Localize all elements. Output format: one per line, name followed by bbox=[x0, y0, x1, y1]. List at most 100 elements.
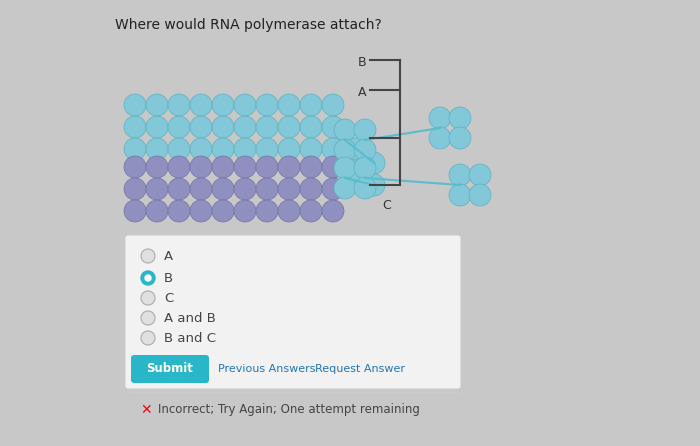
Circle shape bbox=[212, 156, 234, 178]
Circle shape bbox=[278, 94, 300, 116]
Circle shape bbox=[212, 178, 234, 200]
Circle shape bbox=[354, 119, 376, 141]
Circle shape bbox=[354, 139, 376, 161]
Circle shape bbox=[300, 178, 322, 200]
Circle shape bbox=[168, 94, 190, 116]
Text: Incorrect; Try Again; One attempt remaining: Incorrect; Try Again; One attempt remain… bbox=[158, 404, 420, 417]
Circle shape bbox=[278, 156, 300, 178]
Circle shape bbox=[469, 184, 491, 206]
Circle shape bbox=[322, 200, 344, 222]
Text: B: B bbox=[164, 272, 173, 285]
Circle shape bbox=[429, 107, 451, 129]
Circle shape bbox=[146, 178, 168, 200]
Circle shape bbox=[300, 94, 322, 116]
Circle shape bbox=[363, 152, 385, 174]
Circle shape bbox=[469, 164, 491, 186]
Circle shape bbox=[168, 116, 190, 138]
Text: A: A bbox=[164, 249, 173, 263]
Text: ✕: ✕ bbox=[140, 403, 152, 417]
Circle shape bbox=[212, 94, 234, 116]
Circle shape bbox=[234, 94, 256, 116]
Circle shape bbox=[278, 178, 300, 200]
Circle shape bbox=[334, 157, 356, 179]
Text: Submit: Submit bbox=[146, 363, 193, 376]
Text: B: B bbox=[358, 55, 366, 69]
Circle shape bbox=[124, 178, 146, 200]
Circle shape bbox=[334, 139, 356, 161]
Circle shape bbox=[322, 156, 344, 178]
Circle shape bbox=[141, 331, 155, 345]
Circle shape bbox=[449, 164, 471, 186]
Circle shape bbox=[322, 138, 344, 160]
Circle shape bbox=[146, 94, 168, 116]
Circle shape bbox=[234, 116, 256, 138]
Text: C: C bbox=[164, 292, 174, 305]
Text: Previous Answers: Previous Answers bbox=[218, 364, 316, 374]
Text: A and B: A and B bbox=[164, 311, 216, 325]
Circle shape bbox=[278, 200, 300, 222]
Circle shape bbox=[234, 200, 256, 222]
Circle shape bbox=[146, 138, 168, 160]
Circle shape bbox=[322, 178, 344, 200]
Circle shape bbox=[190, 94, 212, 116]
Circle shape bbox=[145, 275, 151, 281]
Circle shape bbox=[449, 127, 471, 149]
Circle shape bbox=[278, 138, 300, 160]
Text: Where would RNA polymerase attach?: Where would RNA polymerase attach? bbox=[115, 18, 382, 32]
Circle shape bbox=[256, 156, 278, 178]
Circle shape bbox=[300, 138, 322, 160]
Circle shape bbox=[449, 107, 471, 129]
Circle shape bbox=[354, 157, 376, 179]
Text: B and C: B and C bbox=[164, 331, 216, 344]
Circle shape bbox=[354, 177, 376, 199]
Circle shape bbox=[190, 156, 212, 178]
Circle shape bbox=[190, 116, 212, 138]
Circle shape bbox=[146, 200, 168, 222]
Circle shape bbox=[212, 116, 234, 138]
Circle shape bbox=[322, 116, 344, 138]
Circle shape bbox=[146, 116, 168, 138]
Circle shape bbox=[190, 178, 212, 200]
Circle shape bbox=[344, 160, 366, 182]
Circle shape bbox=[363, 174, 385, 196]
Circle shape bbox=[168, 178, 190, 200]
Circle shape bbox=[278, 116, 300, 138]
Circle shape bbox=[256, 178, 278, 200]
Circle shape bbox=[256, 138, 278, 160]
Circle shape bbox=[124, 200, 146, 222]
Circle shape bbox=[190, 200, 212, 222]
Circle shape bbox=[141, 291, 155, 305]
Circle shape bbox=[124, 94, 146, 116]
Circle shape bbox=[124, 116, 146, 138]
Circle shape bbox=[212, 200, 234, 222]
Circle shape bbox=[141, 311, 155, 325]
Circle shape bbox=[124, 138, 146, 160]
Circle shape bbox=[256, 116, 278, 138]
Circle shape bbox=[141, 249, 155, 263]
Circle shape bbox=[334, 119, 356, 141]
Circle shape bbox=[234, 178, 256, 200]
Text: A: A bbox=[358, 86, 366, 99]
Circle shape bbox=[168, 138, 190, 160]
Circle shape bbox=[322, 94, 344, 116]
Text: C: C bbox=[382, 199, 391, 212]
Circle shape bbox=[344, 138, 366, 160]
Circle shape bbox=[300, 156, 322, 178]
Circle shape bbox=[168, 156, 190, 178]
Text: Request Answer: Request Answer bbox=[315, 364, 405, 374]
Circle shape bbox=[334, 177, 356, 199]
Circle shape bbox=[300, 200, 322, 222]
Circle shape bbox=[256, 94, 278, 116]
Circle shape bbox=[124, 156, 146, 178]
Circle shape bbox=[146, 156, 168, 178]
Circle shape bbox=[300, 116, 322, 138]
Circle shape bbox=[256, 200, 278, 222]
Circle shape bbox=[234, 156, 256, 178]
Circle shape bbox=[212, 138, 234, 160]
Circle shape bbox=[168, 200, 190, 222]
Circle shape bbox=[234, 138, 256, 160]
FancyBboxPatch shape bbox=[125, 235, 461, 389]
Circle shape bbox=[190, 138, 212, 160]
FancyBboxPatch shape bbox=[131, 355, 209, 383]
Circle shape bbox=[429, 127, 451, 149]
